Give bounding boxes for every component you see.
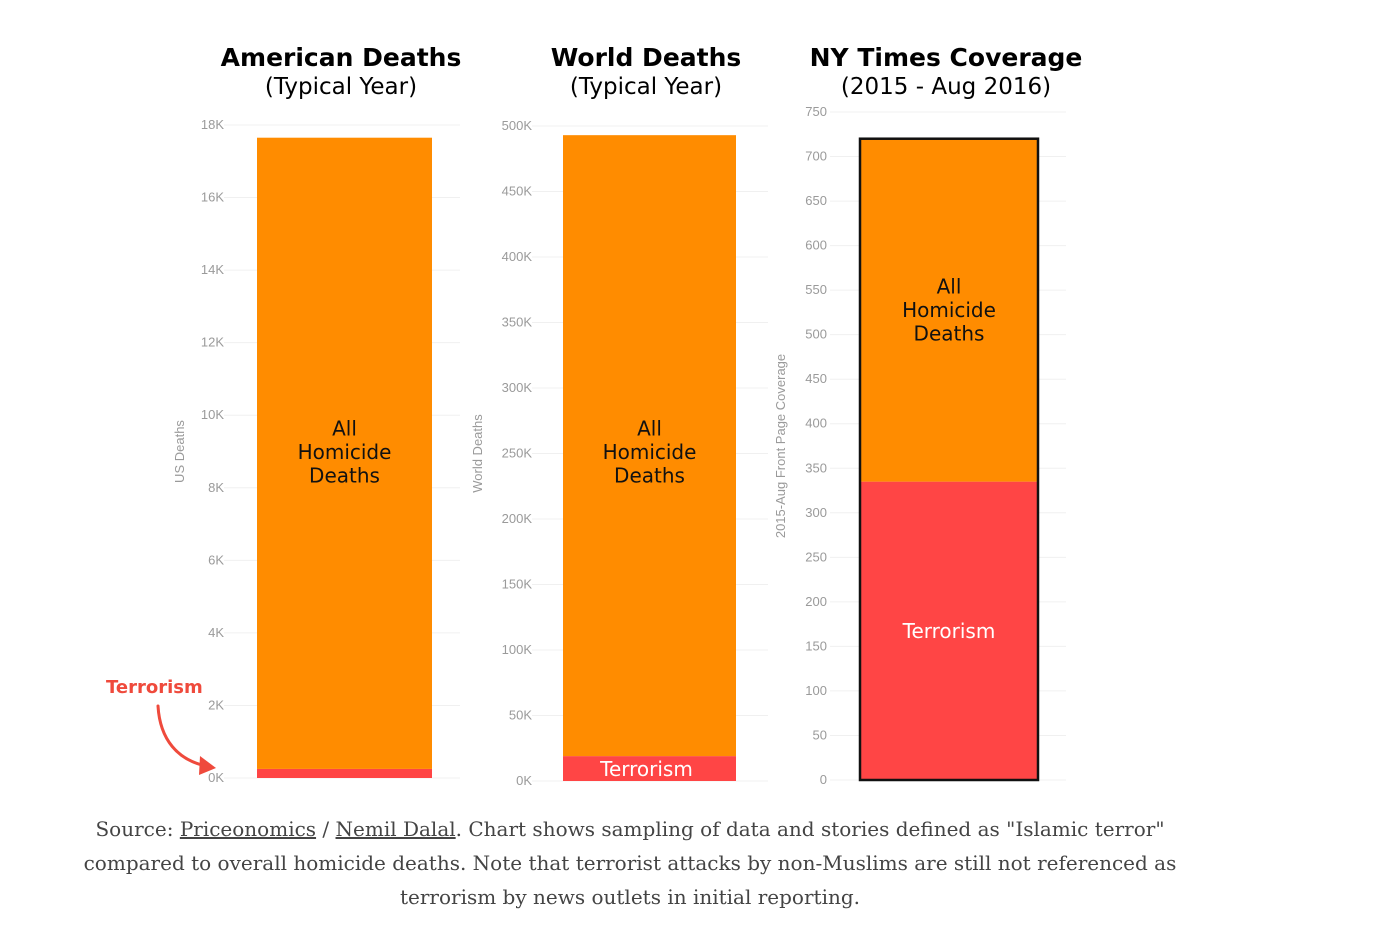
terrorism-segment-label: Terrorism <box>599 757 693 781</box>
y-tick-label: 18K <box>201 117 224 132</box>
terrorism-bar-segment <box>860 481 1038 780</box>
y-tick-label: 650 <box>805 193 827 208</box>
y-tick-label: 10K <box>201 407 224 422</box>
y-tick-label: 200 <box>805 594 827 609</box>
y-tick-label: 50K <box>509 708 532 723</box>
y-tick-label: 4K <box>208 625 224 640</box>
y-tick-label: 300 <box>805 505 827 520</box>
terrorism-segment-label: Terrorism <box>902 619 996 643</box>
homicide-bar-segment <box>257 137 432 769</box>
y-axis-title: 2015-Aug Front Page Coverage <box>773 354 788 538</box>
y-axis-title: US Deaths <box>172 420 187 483</box>
annotation-arrow <box>156 704 208 768</box>
chart-figure: American Deaths(Typical Year)0K2K4K6K8K1… <box>106 43 1082 788</box>
priceonomics-link[interactable]: Priceonomics <box>179 817 317 841</box>
y-tick-label: 450 <box>805 371 827 386</box>
homicide-segment-label: All <box>937 274 962 298</box>
homicide-bar-segment <box>860 138 1038 482</box>
caption-text: . Chart shows sampling of data and stori… <box>83 817 1177 909</box>
y-tick-label: 450K <box>502 184 533 199</box>
y-tick-label: 500 <box>805 327 827 342</box>
caption-separator: / <box>316 817 336 841</box>
y-axis-title: World Deaths <box>470 414 485 493</box>
y-tick-label: 150 <box>805 638 827 653</box>
y-tick-label: 250 <box>805 549 827 564</box>
y-tick-label: 14K <box>201 262 224 277</box>
y-tick-label: 12K <box>201 335 224 350</box>
caption-prefix: Source: <box>95 817 180 841</box>
y-tick-label: 2K <box>208 697 224 712</box>
y-tick-label: 400K <box>502 249 533 264</box>
homicide-segment-label: All <box>332 416 357 440</box>
homicide-segment-label: Deaths <box>914 321 985 345</box>
y-tick-label: 700 <box>805 149 827 164</box>
y-tick-label: 200K <box>502 511 533 526</box>
homicide-segment-label: Homicide <box>298 440 392 464</box>
bar-outline <box>858 137 1040 782</box>
y-tick-label: 400 <box>805 416 827 431</box>
y-tick-label: 500K <box>502 118 533 133</box>
homicide-bar-segment <box>563 135 736 757</box>
y-tick-label: 8K <box>208 480 224 495</box>
y-tick-label: 600 <box>805 238 827 253</box>
y-tick-label: 350 <box>805 460 827 475</box>
chart-subtitle: (Typical Year) <box>265 74 417 100</box>
y-tick-label: 750 <box>805 104 827 119</box>
homicide-segment-label: Homicide <box>902 298 996 322</box>
chart-panel-1: American Deaths(Typical Year) 0K 2K 4K 6K 8K 1… <box>106 43 461 785</box>
chart-title: World Deaths <box>551 43 742 72</box>
y-tick-label: 0K <box>208 770 224 785</box>
chart-subtitle: (Typical Year) <box>570 74 722 100</box>
chart-panel-3: NY Times Coverage(2015 - Aug 2016) 0 50 100… <box>773 43 1082 787</box>
y-tick-label: 0 <box>820 772 827 787</box>
terrorism-bar-segment <box>563 756 736 781</box>
y-tick-label: 16K <box>201 190 224 205</box>
y-tick-label: 0K <box>516 773 532 788</box>
annotation-arrowhead <box>199 756 216 775</box>
chart-panel-2: World Deaths(Typical Year)0K50K100K150K2… <box>470 43 768 788</box>
y-tick-label: 150K <box>502 577 533 592</box>
y-tick-label: 300K <box>502 380 533 395</box>
y-tick-label: 550 <box>805 282 827 297</box>
homicide-segment-label: Deaths <box>309 463 380 487</box>
y-tick-label: 100 <box>805 683 827 698</box>
homicide-segment-label: Homicide <box>603 440 697 464</box>
terrorism-bar-segment <box>257 768 432 778</box>
y-tick-label: 50 <box>813 727 827 742</box>
chart-subtitle: (2015 - Aug 2016) <box>841 74 1051 100</box>
figure-caption: Source: Priceonomics / Nemil Dalal. Char… <box>60 812 1200 914</box>
nemil-dalal-link[interactable]: Nemil Dalal <box>335 817 456 841</box>
y-tick-label: 6K <box>208 552 224 567</box>
y-tick-label: 350K <box>502 315 533 330</box>
homicide-segment-label: Deaths <box>614 463 685 487</box>
terrorism-annotation: Terrorism <box>106 677 203 698</box>
chart-title: NY Times Coverage <box>810 43 1083 72</box>
homicide-segment-label: All <box>637 416 662 440</box>
y-tick-label: 250K <box>502 446 533 461</box>
y-tick-label: 100K <box>502 642 533 657</box>
chart-title: American Deaths <box>221 43 462 72</box>
